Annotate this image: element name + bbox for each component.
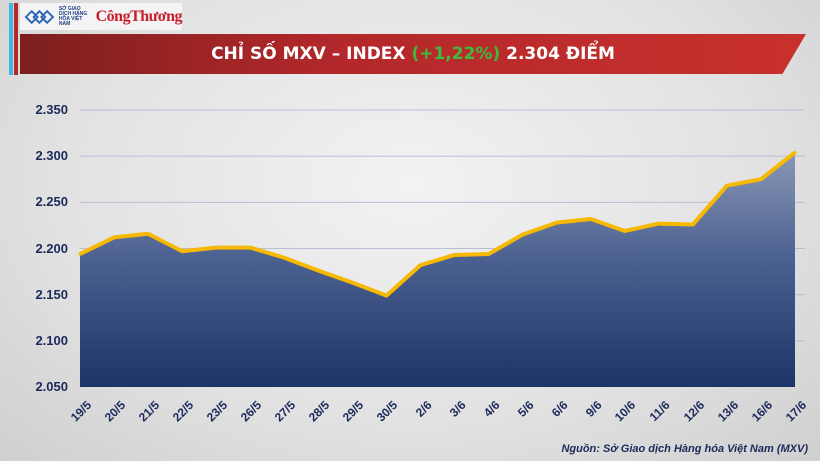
data-point <box>623 229 627 233</box>
y-tick-label: 2.250 <box>35 194 68 210</box>
series-area <box>80 152 795 387</box>
chart-title: CHỈ SỐ MXV – INDEX (+1,22%) 2.304 ĐIỂM <box>211 44 615 64</box>
source-note: Nguồn: Sở Giao dịch Hàng hóa Việt Nam (M… <box>561 443 808 455</box>
data-point <box>214 246 218 250</box>
data-point <box>112 235 116 239</box>
data-point <box>180 249 184 253</box>
data-point <box>350 281 354 285</box>
title-banner: CHỈ SỐ MXV – INDEX (+1,22%) 2.304 ĐIỂM <box>20 34 806 74</box>
data-point <box>487 252 491 256</box>
mxv-logo-icon <box>24 9 55 24</box>
data-point <box>521 233 525 237</box>
data-point <box>759 177 763 181</box>
data-point <box>725 184 729 188</box>
y-tick-label: 2.300 <box>35 148 68 164</box>
title-suffix: 2.304 ĐIỂM <box>500 44 615 64</box>
accent-stripe-red <box>14 3 18 75</box>
y-tick-label: 2.350 <box>35 102 68 117</box>
logo-brand-text: CôngThương <box>95 7 183 25</box>
title-prefix: CHỈ SỐ MXV – INDEX <box>211 44 412 64</box>
y-tick-label: 2.150 <box>35 286 68 302</box>
series-line <box>79 150 797 298</box>
data-point <box>555 221 559 225</box>
logo-org-text: SỞ GIAO DỊCH HÀNG HÓA VIỆT NAM <box>58 5 88 27</box>
y-tick-label: 2.100 <box>35 332 68 348</box>
logo: SỞ GIAO DỊCH HÀNG HÓA VIỆT NAM CôngThươn… <box>20 3 183 30</box>
data-point <box>248 246 252 250</box>
data-point <box>589 217 593 221</box>
data-point <box>453 253 457 257</box>
data-point <box>316 269 320 273</box>
y-tick-label: 2.200 <box>35 240 68 256</box>
data-point <box>691 222 695 226</box>
data-point <box>793 150 797 154</box>
data-point <box>146 232 150 236</box>
data-point <box>78 252 82 256</box>
data-point <box>282 256 286 260</box>
accent-stripe-blue <box>9 3 13 75</box>
y-tick-label: 2.050 <box>35 379 68 394</box>
data-point <box>384 294 388 298</box>
data-point <box>657 222 661 226</box>
data-point <box>418 263 422 267</box>
title-change: (+1,22%) <box>411 44 501 64</box>
